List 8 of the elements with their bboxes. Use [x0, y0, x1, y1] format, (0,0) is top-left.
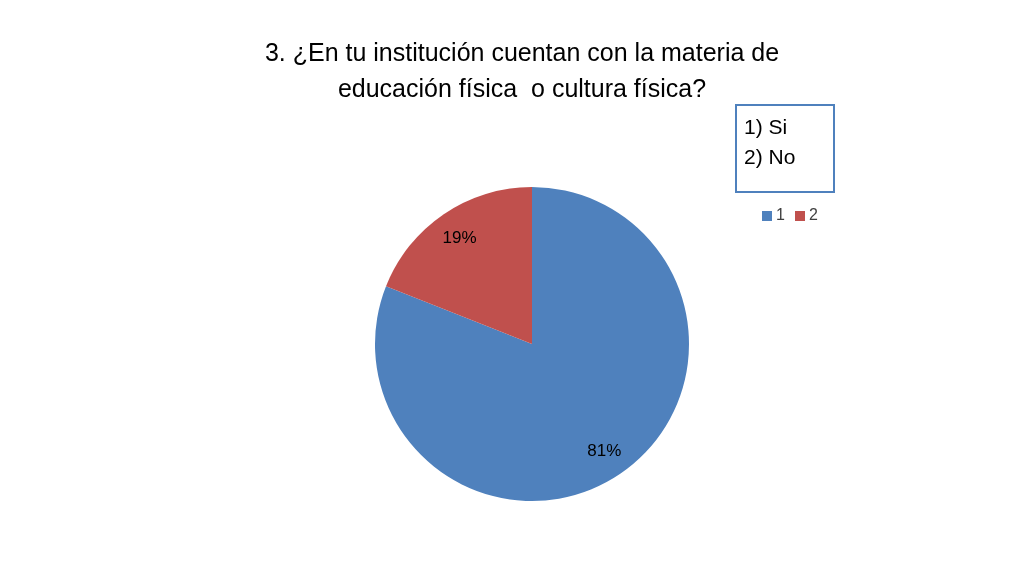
legend-label: 2: [808, 206, 818, 223]
data-label: 19%: [442, 228, 477, 248]
data-label: 81%: [587, 440, 622, 460]
note-box: 1) Si 2) No: [735, 104, 835, 193]
legend-label: 1: [776, 206, 785, 223]
pie-slice: [375, 187, 689, 501]
chart-title: 3. ¿En tu institución cuentan con la materia de educación física o cultura física?: [263, 37, 781, 104]
pie-slice: [386, 187, 532, 344]
